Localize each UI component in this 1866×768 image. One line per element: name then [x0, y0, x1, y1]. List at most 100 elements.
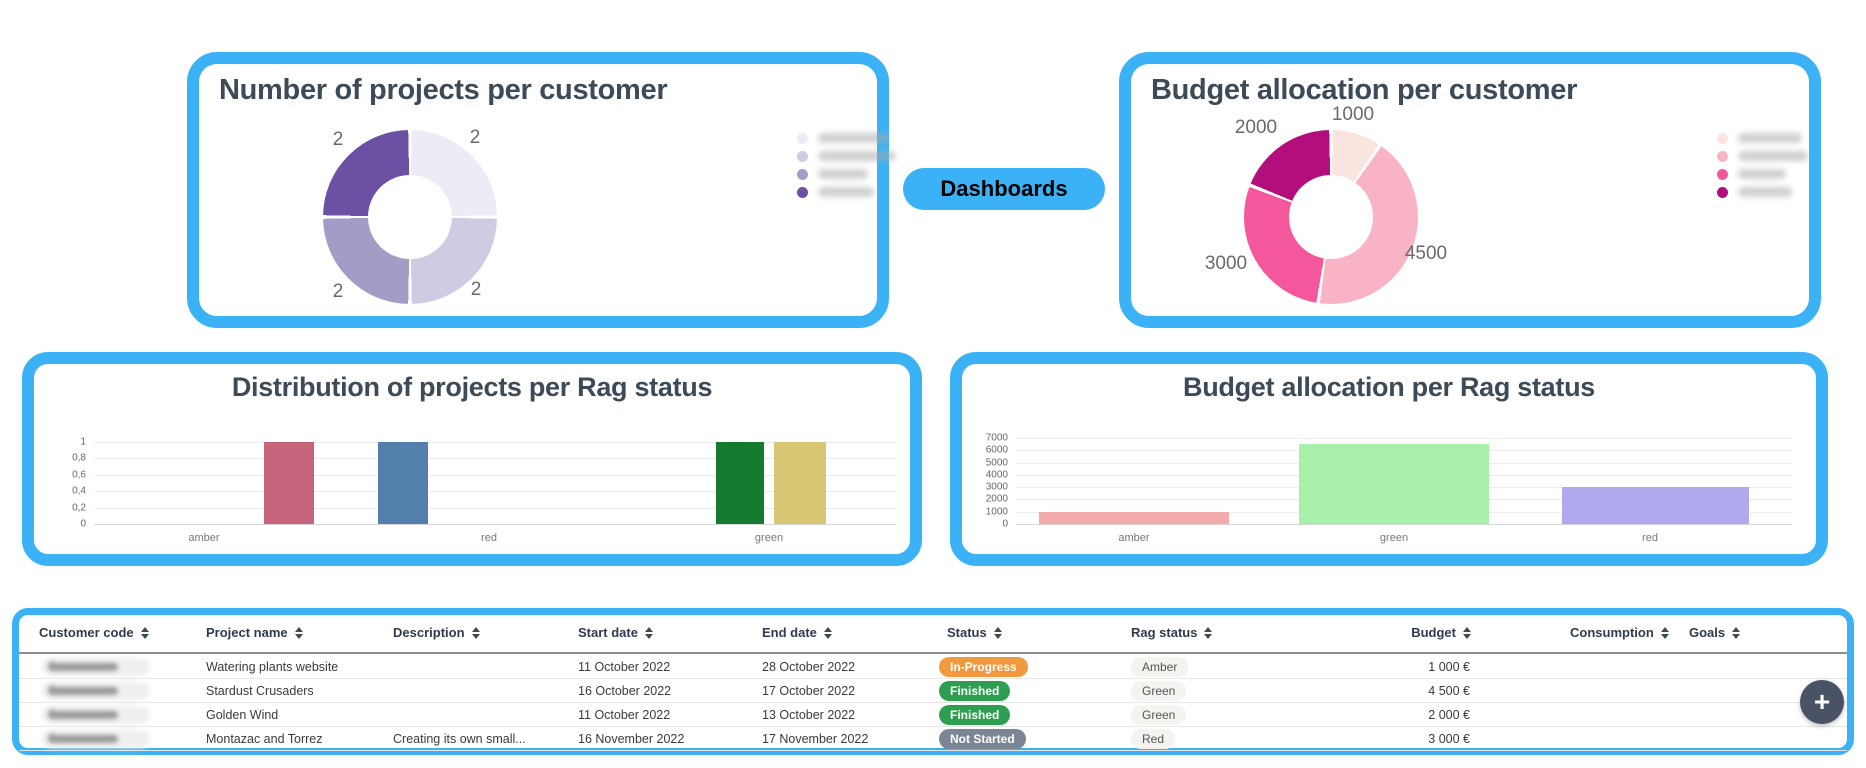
legend-item[interactable]: [797, 129, 896, 147]
sort-icon[interactable]: [471, 626, 480, 639]
x-axis-category-label: green: [1379, 532, 1409, 544]
sort-icon[interactable]: [644, 626, 653, 639]
legend-item[interactable]: [1717, 183, 1808, 201]
cell-budget: 4 500 €: [1428, 683, 1470, 698]
y-axis-tick-label: 0: [80, 518, 86, 530]
column-header-end-date[interactable]: End date: [762, 625, 832, 640]
sort-icon[interactable]: [823, 626, 832, 639]
status-badge: Finished: [939, 680, 1011, 701]
sort-icon[interactable]: [993, 626, 1002, 639]
budget-per-customer-donut-chart[interactable]: [1244, 130, 1418, 304]
sort-icon[interactable]: [1463, 626, 1471, 639]
column-header-project-name[interactable]: Project name: [206, 625, 303, 640]
cell-start-date: 16 October 2022: [578, 683, 672, 698]
bar-amber[interactable]: [264, 442, 314, 524]
bar-red[interactable]: [1562, 487, 1749, 524]
cell-rag-status: Green: [1131, 680, 1187, 701]
rag-status-badge: Green: [1131, 680, 1187, 701]
panel-budget-per-customer: Budget allocation per customer 1000 4500 3…: [1119, 52, 1821, 328]
sort-icon[interactable]: [294, 626, 303, 639]
column-header-label: Customer code: [39, 625, 134, 640]
cell-budget: 1 000 €: [1428, 659, 1470, 674]
plus-icon: +: [1813, 686, 1831, 717]
panel-budget-per-rag: Budget allocation per Rag status 7000 600…: [950, 352, 1828, 566]
budget-per-rag-bar-chart: 7000 6000 5000 4000 3000 2000 1000 0 amber green r…: [962, 364, 1816, 554]
cell-status: In-Progress: [939, 656, 1028, 677]
y-axis-tick-label: 0,6: [72, 469, 86, 481]
y-axis-tick-label: 0,4: [72, 485, 86, 497]
rag-status-badge: Red: [1131, 728, 1176, 749]
column-header-customer-code[interactable]: Customer code: [39, 625, 149, 640]
donut-value-label: 2: [332, 129, 344, 150]
rag-status-badge: Green: [1131, 704, 1187, 725]
y-axis-tick-label: 6000: [985, 444, 1008, 456]
legend-dot: [797, 132, 808, 144]
customer-code-redacted: [42, 705, 150, 724]
customer-code-blur-bar: [48, 662, 118, 671]
dashboards-button[interactable]: Dashboards: [903, 168, 1105, 210]
projects-table-panel: Customer code Project name Description Star…: [12, 608, 1854, 755]
column-header-goals[interactable]: Goals: [1689, 625, 1741, 640]
legend-item[interactable]: [797, 147, 896, 165]
x-axis-category-label: red: [1642, 532, 1658, 544]
legend-item[interactable]: [1717, 129, 1808, 147]
cell-description: Creating its own small...: [393, 731, 526, 746]
legend-dot: [797, 186, 808, 198]
sort-icon[interactable]: [1204, 626, 1213, 639]
table-row[interactable]: Watering plants website 11 October 2022 28…: [19, 655, 1847, 679]
bar-green[interactable]: [1299, 444, 1489, 524]
legend-item[interactable]: [797, 165, 896, 183]
column-header-rag-status[interactable]: Rag status: [1131, 625, 1213, 640]
column-header-consumption[interactable]: Consumption: [1570, 625, 1669, 640]
cell-budget: 3 000 €: [1428, 731, 1470, 746]
y-axis-tick-label: 2000: [985, 493, 1008, 505]
cell-end-date: 17 November 2022: [762, 731, 869, 746]
donut-value-label: 1000: [1331, 104, 1375, 125]
status-badge: Finished: [939, 704, 1011, 725]
table-row[interactable]: Golden Wind 11 October 2022 13 October 202…: [19, 703, 1847, 727]
budget-per-customer-legend[interactable]: [1717, 129, 1808, 201]
table-row[interactable]: Montazac and Torrez Creating its own smal…: [19, 727, 1847, 751]
y-axis-tick-label: 1000: [985, 506, 1008, 518]
legend-item[interactable]: [797, 183, 896, 201]
column-header-status[interactable]: Status: [947, 625, 1002, 640]
column-header-budget[interactable]: Budget: [1349, 625, 1471, 640]
column-header-label: Rag status: [1131, 625, 1198, 640]
status-badge: Not Started: [939, 728, 1026, 749]
table-row[interactable]: Stardust Crusaders 16 October 2022 17 Octo…: [19, 679, 1847, 703]
projects-per-customer-legend[interactable]: [797, 129, 896, 201]
bar-red[interactable]: [378, 442, 428, 524]
projects-per-customer-donut-chart[interactable]: [323, 130, 497, 304]
legend-item[interactable]: [1717, 165, 1808, 183]
panel-title-budget-per-customer: Budget allocation per customer: [1151, 74, 1578, 106]
legend-dot: [797, 168, 808, 180]
sort-icon[interactable]: [1732, 626, 1741, 639]
cell-project-name: Stardust Crusaders: [206, 683, 314, 698]
sort-icon[interactable]: [1660, 626, 1669, 639]
y-axis-tick-label: 5000: [985, 457, 1008, 469]
panel-title-projects-per-customer: Number of projects per customer: [219, 74, 668, 106]
column-header-description[interactable]: Description: [393, 625, 480, 640]
add-row-button[interactable]: +: [1800, 680, 1844, 724]
column-header-start-date[interactable]: Start date: [578, 625, 653, 640]
sort-icon[interactable]: [140, 626, 149, 639]
bar-green[interactable]: [774, 442, 826, 524]
y-axis-tick-label: 7000: [985, 432, 1008, 444]
bar-amber[interactable]: [1039, 511, 1229, 524]
rag-status-badge: Amber: [1131, 656, 1189, 677]
legend-item[interactable]: [1717, 147, 1808, 165]
cell-rag-status: Amber: [1131, 656, 1189, 677]
bar-green[interactable]: [716, 442, 764, 524]
chart-gridline: [1016, 524, 1792, 525]
column-header-label: Status: [947, 625, 987, 640]
column-header-label: End date: [762, 625, 817, 640]
column-header-label: Description: [393, 625, 465, 640]
column-header-label: Goals: [1689, 625, 1726, 640]
chart-gridline: [1016, 438, 1792, 439]
column-header-label: Start date: [578, 625, 638, 640]
customer-code-redacted: [42, 657, 150, 676]
cell-rag-status: Green: [1131, 704, 1187, 725]
legend-label-redacted: [1738, 133, 1802, 143]
panel-title-projects-per-rag: Distribution of projects per Rag status: [231, 372, 713, 402]
